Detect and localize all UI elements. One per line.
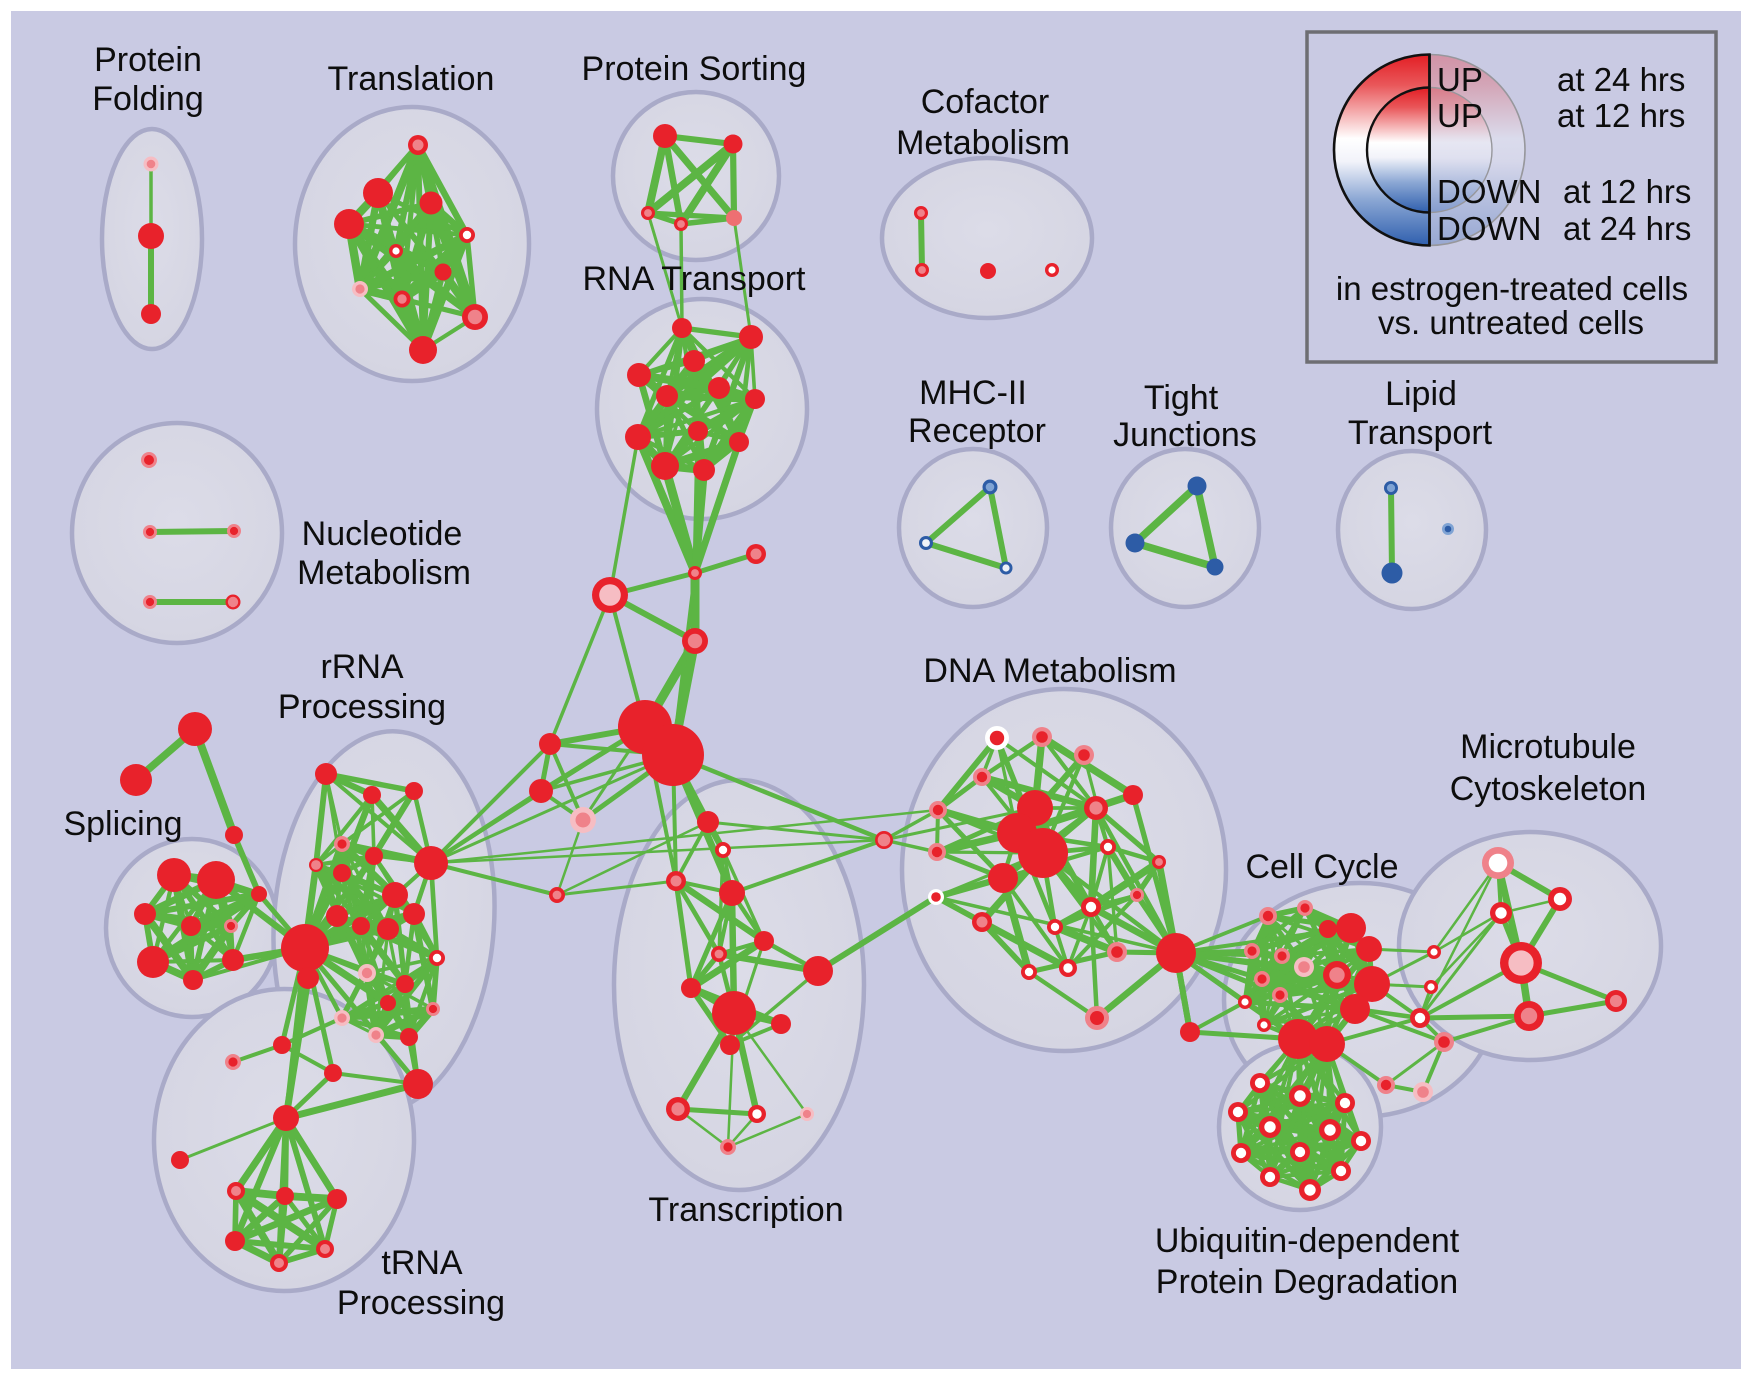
svg-text:Tight: Tight (1144, 379, 1219, 417)
svg-text:Microtubule: Microtubule (1460, 728, 1636, 766)
svg-text:rRNA: rRNA (320, 648, 403, 686)
svg-text:Junctions: Junctions (1113, 416, 1257, 454)
svg-text:RNA Transport: RNA Transport (583, 260, 807, 298)
svg-text:at 24 hrs: at 24 hrs (1563, 210, 1691, 247)
svg-text:in estrogen-treated cells: in estrogen-treated cells (1336, 270, 1688, 307)
svg-text:Cell Cycle: Cell Cycle (1245, 848, 1398, 886)
svg-text:UP: UP (1437, 61, 1483, 98)
svg-text:Protein Degradation: Protein Degradation (1156, 1263, 1458, 1301)
svg-text:Protein Sorting: Protein Sorting (582, 50, 807, 88)
svg-text:Processing: Processing (278, 688, 446, 726)
svg-text:Receptor: Receptor (908, 412, 1046, 450)
svg-text:Transcription: Transcription (648, 1191, 843, 1229)
svg-text:Cytoskeleton: Cytoskeleton (1450, 770, 1647, 808)
svg-text:Folding: Folding (92, 80, 204, 118)
svg-text:at 12 hrs: at 12 hrs (1557, 97, 1685, 134)
svg-text:Metabolism: Metabolism (896, 124, 1070, 162)
svg-text:Transport: Transport (1348, 414, 1493, 452)
svg-text:Lipid: Lipid (1385, 375, 1457, 413)
svg-text:at 12 hrs: at 12 hrs (1563, 173, 1691, 210)
svg-text:Cofactor: Cofactor (921, 83, 1050, 121)
svg-text:Metabolism: Metabolism (297, 554, 471, 592)
svg-text:Translation: Translation (328, 60, 495, 98)
svg-text:DNA Metabolism: DNA Metabolism (923, 652, 1176, 690)
svg-text:tRNA: tRNA (381, 1244, 463, 1282)
svg-text:DOWN: DOWN (1437, 173, 1541, 210)
svg-text:vs. untreated cells: vs. untreated cells (1378, 304, 1644, 341)
svg-text:MHC-II: MHC-II (919, 374, 1027, 412)
svg-text:Processing: Processing (337, 1284, 505, 1322)
svg-text:Protein: Protein (94, 41, 202, 79)
svg-text:Ubiquitin-dependent: Ubiquitin-dependent (1155, 1222, 1460, 1260)
svg-text:UP: UP (1437, 97, 1483, 134)
svg-text:Splicing: Splicing (63, 805, 182, 843)
svg-text:at 24 hrs: at 24 hrs (1557, 61, 1685, 98)
svg-text:Nucleotide: Nucleotide (302, 515, 463, 553)
svg-text:DOWN: DOWN (1437, 210, 1541, 247)
